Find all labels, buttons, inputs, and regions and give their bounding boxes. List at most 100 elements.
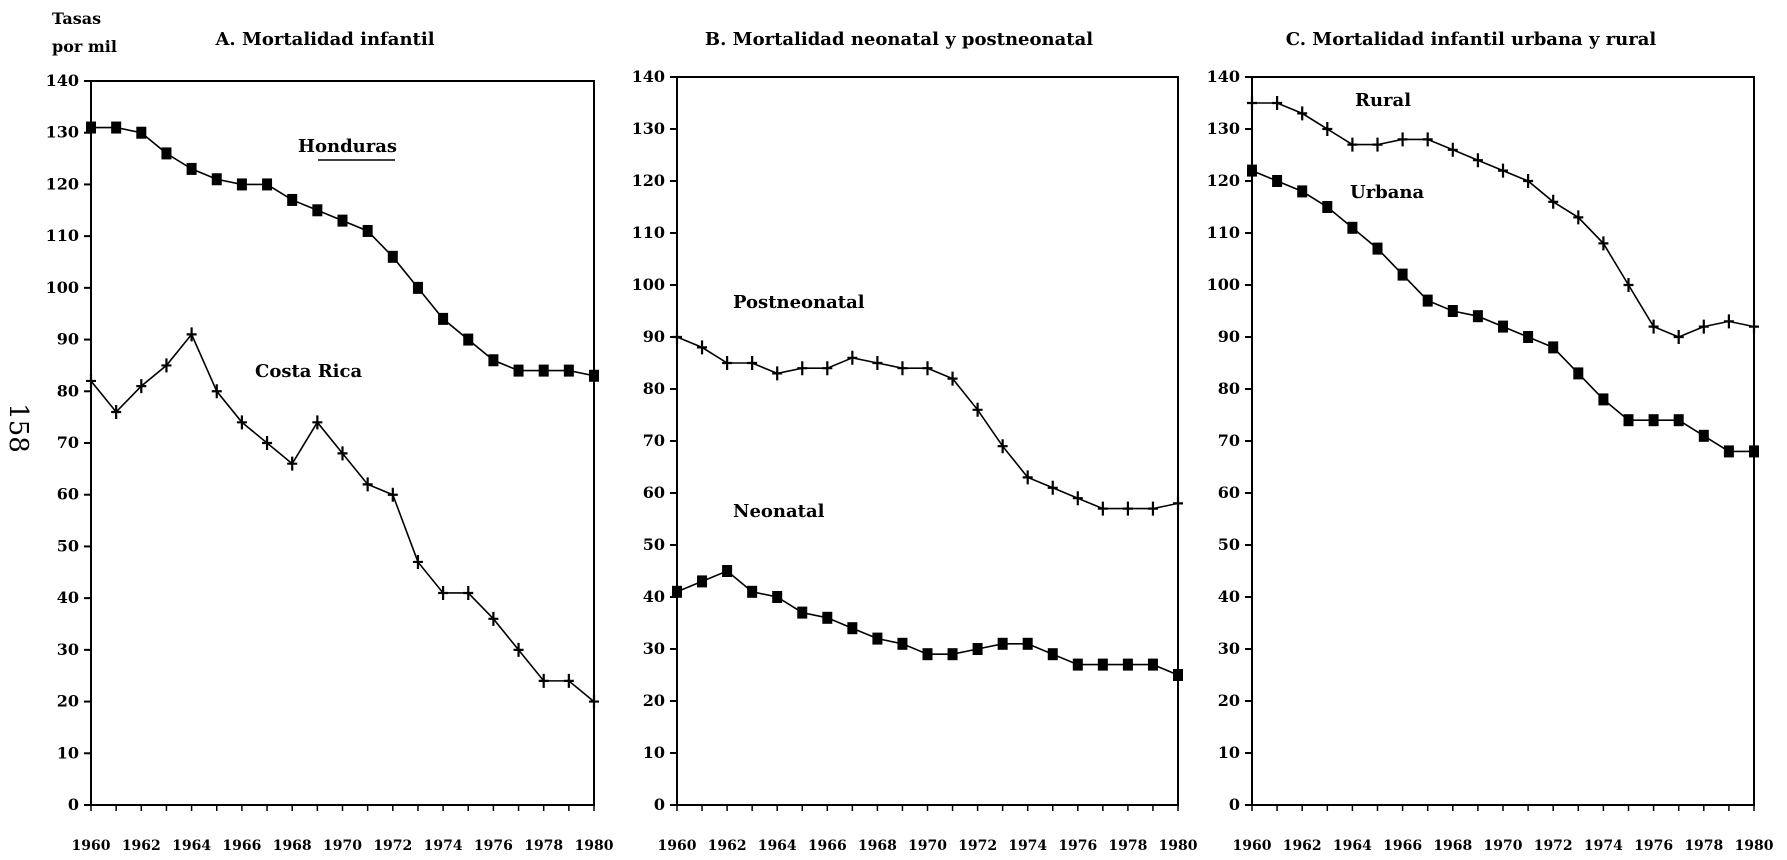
x-tick-label: 1962 (1283, 838, 1322, 854)
y-tick-label: 80 (643, 379, 665, 398)
data-point (947, 371, 958, 386)
data-point (1498, 163, 1508, 178)
data-point (1548, 341, 1559, 354)
x-tick-label: 1976 (1058, 838, 1097, 854)
plot-frame (676, 76, 1179, 806)
data-point (563, 364, 574, 377)
data-point (1147, 501, 1158, 516)
data-point (1097, 658, 1108, 671)
data-point (513, 364, 524, 377)
y-tick-label: 0 (1229, 795, 1240, 814)
data-point (1498, 320, 1508, 333)
y-tick-label: 130 (632, 119, 665, 138)
x-tick-label: 1966 (1383, 838, 1422, 854)
data-point (922, 361, 933, 376)
x-tick-label: 1972 (373, 838, 412, 854)
y-tick-label: 100 (1207, 275, 1240, 294)
y-tick-label: 110 (46, 226, 79, 245)
data-point (1297, 185, 1308, 198)
data-point (161, 147, 172, 160)
series-label: Urbana (1350, 182, 1425, 203)
y-tick-label: 130 (1207, 119, 1240, 138)
data-point (362, 224, 373, 237)
data-point (1447, 142, 1458, 157)
data-point (589, 369, 599, 382)
plot-frame (1251, 76, 1755, 806)
data-point (1447, 305, 1458, 317)
data-point (287, 193, 298, 206)
data-point (1072, 491, 1083, 506)
data-point (1472, 310, 1483, 323)
data-point (86, 373, 96, 388)
x-tick-label: 1978 (1684, 838, 1723, 854)
y-tick-label: 10 (1218, 743, 1240, 762)
data-point (538, 364, 549, 377)
series-label: Honduras (298, 136, 397, 157)
x-tick-label: 1974 (1008, 838, 1047, 854)
data-point (947, 648, 958, 661)
data-point (186, 327, 197, 342)
x-tick-label: 1964 (758, 838, 797, 854)
data-point (822, 611, 833, 624)
data-point (847, 622, 858, 635)
data-point (1623, 414, 1634, 427)
data-point (1573, 210, 1584, 225)
data-point (1047, 480, 1058, 495)
data-point (1372, 137, 1383, 152)
y-tick-label: 110 (632, 223, 665, 242)
y-axis-title-line1: Tasas (52, 9, 101, 28)
x-tick-label: 1960 (1233, 838, 1272, 854)
chart-title: A. Mortalidad infantil (214, 29, 434, 50)
y-tick-label: 10 (643, 743, 665, 762)
data-point (897, 637, 908, 650)
x-tick-label: 1976 (1634, 838, 1673, 854)
data-point (1397, 268, 1408, 281)
data-point (337, 446, 348, 461)
x-tick-label: 1962 (122, 838, 161, 854)
data-point (1347, 221, 1358, 234)
data-point (463, 333, 474, 346)
data-point (236, 415, 247, 430)
data-point (1372, 242, 1383, 255)
data-point (872, 356, 883, 370)
y-tick-label: 70 (1218, 431, 1240, 450)
x-tick-label: 1974 (1584, 838, 1623, 854)
data-point (1247, 96, 1257, 110)
data-point (1173, 496, 1183, 511)
data-point (387, 250, 398, 263)
y-tick-label: 50 (643, 535, 665, 554)
data-point (1422, 132, 1433, 147)
x-tick-label: 1960 (658, 838, 697, 854)
data-point (972, 402, 983, 417)
x-tick-label: 1978 (524, 838, 563, 854)
data-point (1698, 429, 1709, 442)
data-point (312, 204, 323, 217)
y-tick-label: 20 (1218, 691, 1240, 710)
data-point (1723, 314, 1734, 329)
x-tick-label: 1968 (1433, 838, 1472, 854)
y-tick-label: 30 (57, 640, 79, 659)
data-point (1047, 648, 1058, 661)
data-point (463, 585, 474, 600)
chart-title: B. Mortalidad neonatal y postneonatal (705, 29, 1093, 50)
y-tick-label: 130 (46, 123, 79, 142)
y-tick-label: 30 (1218, 639, 1240, 658)
data-point (997, 439, 1008, 454)
data-point (1749, 445, 1759, 458)
data-point (262, 178, 273, 191)
data-point (287, 456, 298, 471)
x-tick-label: 1972 (1534, 838, 1573, 854)
data-point (1523, 331, 1534, 343)
y-tick-label: 60 (57, 485, 79, 504)
y-tick-label: 90 (643, 327, 665, 346)
data-point (1247, 164, 1257, 177)
data-point (563, 673, 574, 688)
data-point (538, 673, 549, 688)
data-point (1623, 278, 1634, 292)
data-point (1297, 106, 1308, 121)
data-point (136, 379, 147, 394)
data-point (1122, 501, 1133, 516)
data-point (1548, 194, 1559, 209)
data-point (111, 404, 122, 419)
